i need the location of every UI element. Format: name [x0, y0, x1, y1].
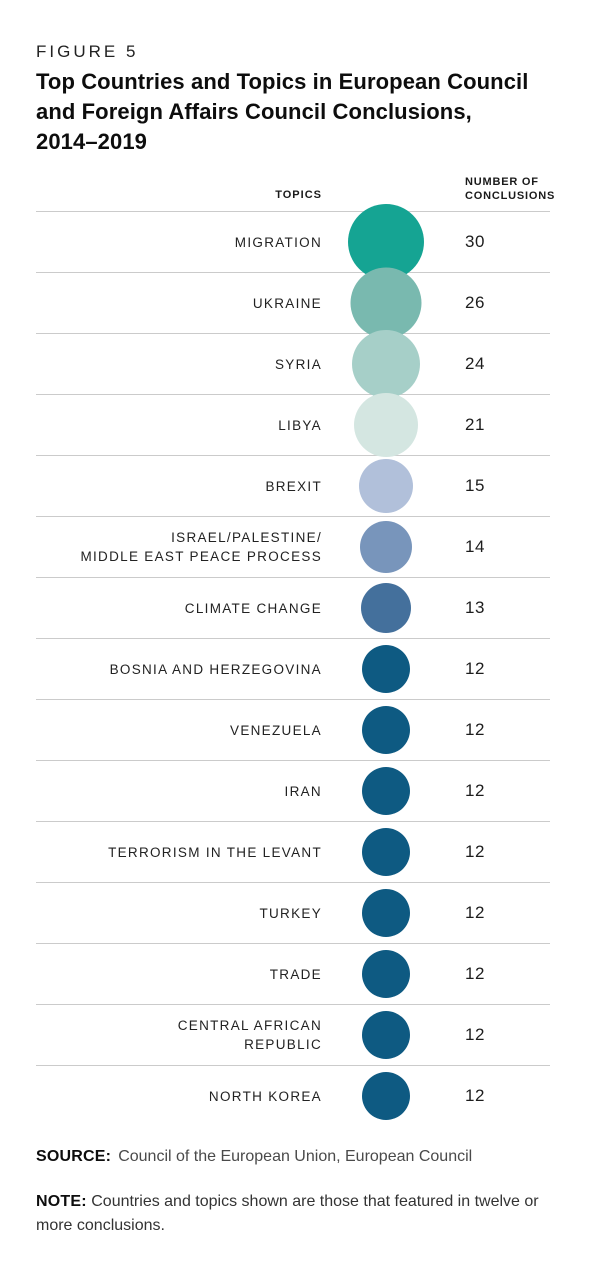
conclusions-count: 26	[465, 293, 485, 312]
conclusions-bubble	[362, 827, 410, 876]
table-row: BREXIT 15	[36, 455, 550, 516]
table-row: MIGRATION 30	[36, 211, 550, 272]
conclusions-bubble	[362, 766, 410, 815]
source-text: Council of the European Union, European …	[118, 1148, 473, 1165]
topic-label: IRAN	[284, 783, 322, 799]
table-row: VENEZUELA 12	[36, 699, 550, 760]
topic-label: LIBYA	[278, 417, 322, 433]
conclusions-bubble	[360, 520, 412, 573]
table-row: BOSNIA AND HERZEGOVINA 12	[36, 638, 550, 699]
table-row: NORTH KOREA 12	[36, 1065, 550, 1126]
conclusions-count: 14	[465, 537, 485, 556]
table-row: CLIMATE CHANGE 13	[36, 577, 550, 638]
conclusions-bubble	[350, 267, 422, 338]
table-row: TERRORISM IN THE LEVANT 12	[36, 821, 550, 882]
figure-title-line-1: Top Countries and Topics in European Cou…	[36, 69, 529, 94]
conclusions-count: 30	[465, 232, 485, 251]
table-row: TURKEY 12	[36, 882, 550, 943]
table-row: SYRIA 24	[36, 333, 550, 394]
conclusions-bubble	[362, 705, 410, 754]
table-row: UKRAINE 26	[36, 272, 550, 333]
table-body: MIGRATION 30 UKRAINE 26 SYRIA 24 LIBYA 21 BREXIT…	[36, 203, 550, 1126]
conclusions-bubble	[362, 949, 410, 998]
conclusions-bubble	[362, 644, 410, 693]
conclusions-bubble	[354, 392, 418, 457]
conclusions-count: 24	[465, 354, 485, 373]
table-row: TRADE 12	[36, 943, 550, 1004]
conclusions-count: 12	[465, 659, 485, 678]
conclusions-bubble	[362, 1010, 410, 1059]
table-row: LIBYA 21	[36, 394, 550, 455]
topic-label: TRADE	[269, 966, 322, 982]
conclusions-count: 15	[465, 476, 485, 495]
figure-title-line-3: 2014–2019	[36, 129, 148, 154]
table-row: IRAN 12	[36, 760, 550, 821]
figure-title: Top Countries and Topics in European Cou…	[36, 67, 528, 157]
topic-label: CLIMATE CHANGE	[184, 600, 322, 616]
conclusions-count: 12	[465, 964, 485, 983]
conclusions-bubble	[362, 888, 410, 937]
source-line: SOURCE: Council of the European Union, Eu…	[36, 1148, 472, 1166]
topic-label: UKRAINE	[252, 295, 322, 311]
conclusions-count: 12	[465, 1025, 485, 1044]
conclusions-count: 21	[465, 415, 485, 434]
conclusions-count: 12	[465, 903, 485, 922]
conclusions-bubble	[361, 582, 411, 633]
conclusions-count: 13	[465, 598, 485, 617]
conclusions-bubble	[348, 203, 424, 280]
table-row: CENTRAL AFRICAN REPUBLIC 12	[36, 1004, 550, 1065]
column-header-topics: TOPICS	[275, 189, 322, 201]
conclusions-count: 12	[465, 842, 485, 861]
source-label: SOURCE:	[36, 1148, 112, 1165]
conclusions-count: 12	[465, 781, 485, 800]
note-label: NOTE:	[36, 1193, 87, 1210]
topic-label: CENTRAL AFRICAN REPUBLIC	[177, 1018, 322, 1052]
topic-label: TERRORISM IN THE LEVANT	[108, 844, 322, 860]
conclusions-count: 12	[465, 1086, 485, 1105]
topic-label: SYRIA	[274, 356, 322, 372]
topic-label: VENEZUELA	[230, 722, 322, 738]
topic-label: MIGRATION	[234, 234, 322, 250]
conclusions-bubble	[362, 1071, 410, 1120]
conclusions-bubble	[359, 458, 413, 513]
table-row: ISRAEL/PALESTINE/MIDDLE EAST PEACE PROCE…	[36, 516, 550, 577]
figure-title-line-2: and Foreign Affairs Council Conclusions,	[36, 99, 472, 124]
note-text: Countries and topics shown are those tha…	[36, 1193, 539, 1234]
note-line: NOTE: Countries and topics shown are tho…	[36, 1190, 548, 1238]
conclusions-bubble	[352, 329, 420, 398]
topic-label: ISRAEL/PALESTINE/MIDDLE EAST PEACE PROCE…	[80, 530, 322, 564]
figure-label: FIGURE 5	[36, 42, 139, 61]
topic-label: TURKEY	[259, 905, 322, 921]
conclusions-count: 12	[465, 720, 485, 739]
topic-label: NORTH KOREA	[208, 1088, 322, 1104]
column-header-number-of-conclusions: NUMBER OF CONCLUSIONS	[465, 176, 556, 202]
topic-label: BREXIT	[265, 478, 322, 494]
topic-label: BOSNIA AND HERZEGOVINA	[109, 661, 322, 677]
